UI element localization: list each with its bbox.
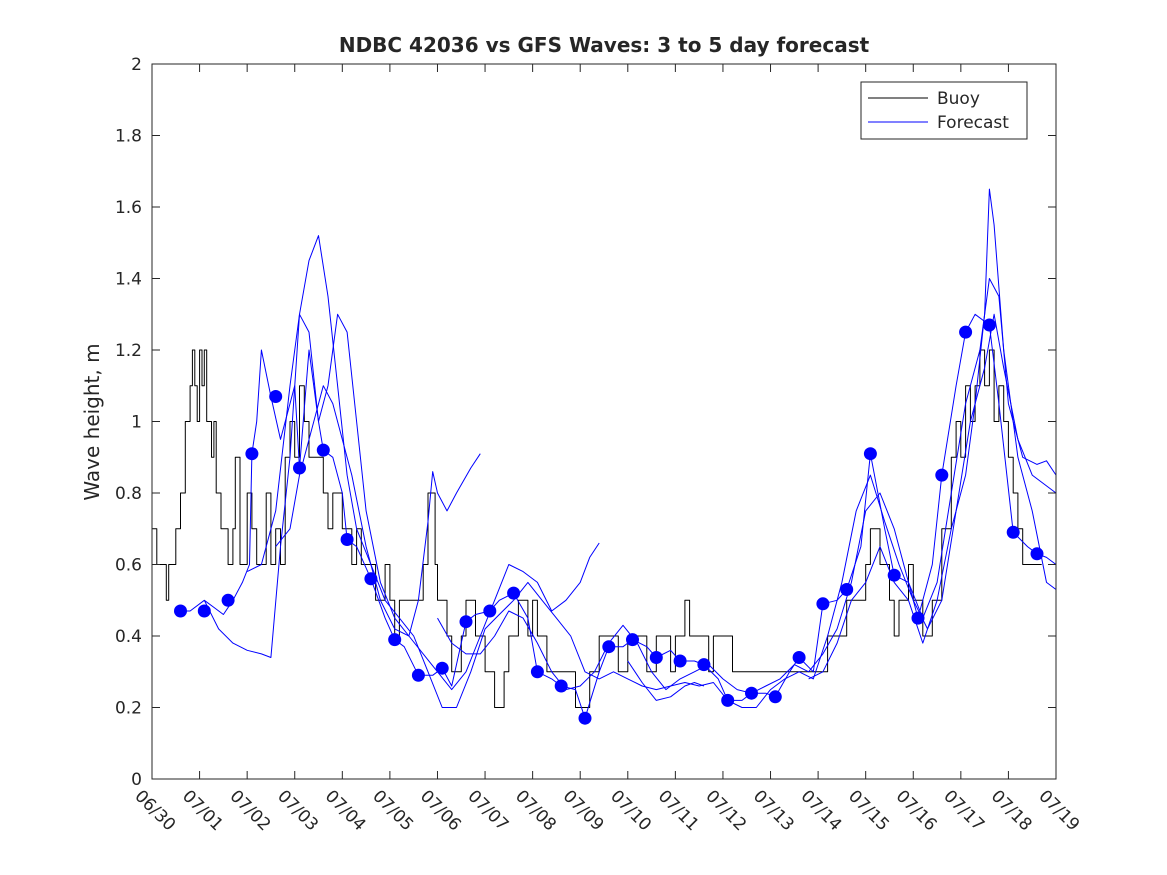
- y-tick-label: 1.2: [115, 341, 142, 361]
- y-tick-label: 0.6: [115, 556, 142, 576]
- forecast-marker-7: [340, 533, 354, 546]
- forecast-marker-13: [483, 604, 497, 618]
- forecast-marker-31: [911, 611, 925, 625]
- y-tick-label: 0.2: [115, 699, 142, 719]
- forecast-marker-9: [388, 633, 402, 647]
- forecast-marker-5: [293, 461, 306, 475]
- forecast-marker-30: [887, 568, 901, 582]
- y-tick-label: 1.6: [115, 198, 142, 218]
- forecast-marker-11: [435, 661, 449, 675]
- forecast-marker-16: [554, 679, 568, 693]
- forecast-marker-32: [935, 468, 949, 482]
- y-tick-label: 1.4: [115, 270, 142, 290]
- forecast-marker-20: [649, 651, 663, 664]
- forecast-marker-34: [982, 318, 996, 332]
- series-line-forecast-7: [808, 188, 1057, 680]
- series-line-forecast-2: [203, 235, 1057, 708]
- forecast-marker-3: [245, 447, 259, 461]
- forecast-marker-35: [1006, 525, 1020, 539]
- forecast-marker-27: [816, 597, 830, 611]
- forecast-marker-21: [673, 654, 687, 668]
- plot-area: [152, 64, 1056, 779]
- y-tick-label: 0: [131, 770, 142, 790]
- forecast-marker-29: [863, 447, 877, 461]
- forecast-marker-23: [721, 693, 735, 707]
- chart-title: NDBC 42036 vs GFS Waves: 3 to 5 day fore…: [339, 33, 870, 57]
- forecast-marker-36: [1030, 547, 1044, 561]
- forecast-marker-25: [768, 690, 782, 704]
- y-tick-label: 1.8: [115, 127, 142, 147]
- forecast-marker-15: [530, 665, 544, 679]
- forecast-marker-6: [316, 443, 330, 457]
- series-line-forecast-5: [437, 278, 1057, 694]
- legend-box: [860, 81, 1028, 140]
- forecast-marker-4: [269, 390, 283, 403]
- forecast-marker-1: [197, 604, 211, 618]
- marker-layer: [174, 318, 1044, 725]
- series-line-forecast-4: [275, 385, 481, 637]
- forecast-marker-22: [697, 658, 711, 672]
- legend-label-buoy: Buoy: [937, 89, 980, 109]
- forecast-marker-8: [364, 572, 378, 586]
- forecast-marker-0: [174, 604, 187, 618]
- forecast-marker-28: [840, 583, 854, 596]
- forecast-marker-12: [459, 615, 473, 629]
- y-tick-label: 2: [131, 55, 142, 75]
- forecast-marker-10: [411, 668, 425, 682]
- forecast-marker-18: [602, 640, 616, 654]
- series-layer: [152, 188, 1057, 719]
- series-line-forecast-1: [175, 313, 1057, 719]
- forecast-marker-19: [626, 633, 639, 647]
- forecast-marker-26: [792, 651, 806, 664]
- y-tick-label: 0.8: [115, 484, 142, 504]
- forecast-marker-2: [221, 593, 235, 607]
- forecast-marker-24: [745, 686, 758, 700]
- forecast-marker-33: [959, 325, 973, 339]
- y-axis: 0 0.2 0.4 0.6 0.8 1 1.2 1.4 1.6 1.8 2: [115, 55, 1056, 790]
- y-tick-label: 1: [131, 413, 142, 433]
- forecast-marker-14: [507, 586, 521, 600]
- series-line-forecast-6: [627, 660, 705, 701]
- legend-label-forecast: Forecast: [937, 113, 1009, 133]
- y-tick-label: 0.4: [115, 627, 142, 647]
- y-axis-label: Wave height, m: [80, 343, 104, 500]
- forecast-marker-17: [578, 711, 592, 725]
- legend: Buoy Forecast: [860, 81, 1028, 140]
